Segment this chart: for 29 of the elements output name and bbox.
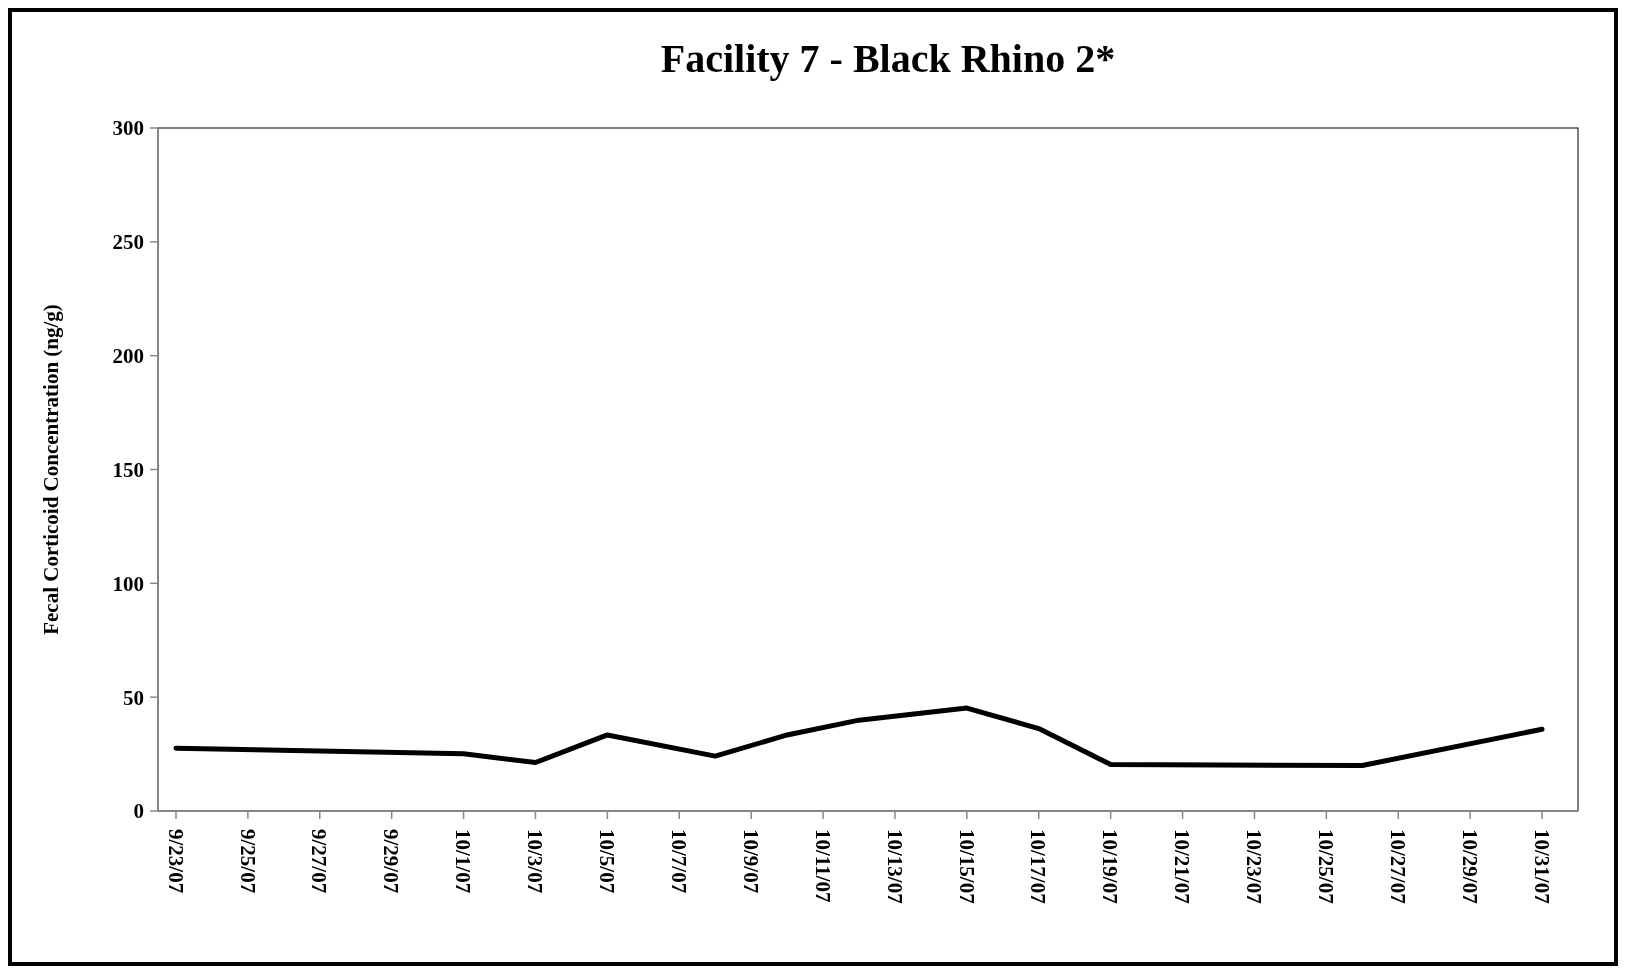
- y-axis-title: Fecal Corticoid Concentration (ng/g): [39, 304, 63, 635]
- y-tick-label: 0: [133, 799, 144, 824]
- x-tick-label: 9/23/07: [163, 829, 188, 894]
- x-tick-label: 10/1/07: [451, 829, 476, 894]
- x-tick-label: 10/17/07: [1026, 829, 1051, 904]
- x-tick-label: 10/13/07: [882, 829, 907, 904]
- y-tick-label: 200: [112, 344, 144, 369]
- x-tick-label: 9/29/07: [379, 829, 404, 894]
- x-tick-label: 10/3/07: [523, 829, 548, 894]
- y-tick-label: 250: [112, 230, 144, 255]
- x-tick-label: 9/27/07: [307, 829, 332, 894]
- x-tick-label: 10/15/07: [954, 829, 979, 904]
- x-tick-label: 10/19/07: [1098, 829, 1123, 904]
- x-tick-label: 10/11/07: [810, 829, 835, 903]
- x-tick-label: 10/29/07: [1457, 829, 1482, 904]
- x-tick-label: 10/25/07: [1314, 829, 1338, 904]
- x-tick-label: 10/21/07: [1170, 829, 1195, 904]
- x-tick-label: 10/23/07: [1242, 829, 1267, 904]
- x-tick-label: 10/27/07: [1385, 829, 1410, 904]
- x-tick-label: 10/31/07: [1529, 829, 1554, 904]
- chart-title: Facility 7 - Black Rhino 2*: [660, 36, 1116, 81]
- x-tick-label: 10/9/07: [738, 829, 763, 894]
- y-tick-label: 150: [112, 457, 144, 482]
- y-tick-label: 50: [123, 685, 144, 710]
- x-tick-label: 9/25/07: [235, 829, 260, 894]
- y-tick-label: 100: [112, 571, 144, 596]
- y-tick-label: 300: [112, 116, 144, 141]
- x-tick-label: 10/5/07: [595, 829, 620, 894]
- x-tick-label: 10/7/07: [666, 829, 691, 894]
